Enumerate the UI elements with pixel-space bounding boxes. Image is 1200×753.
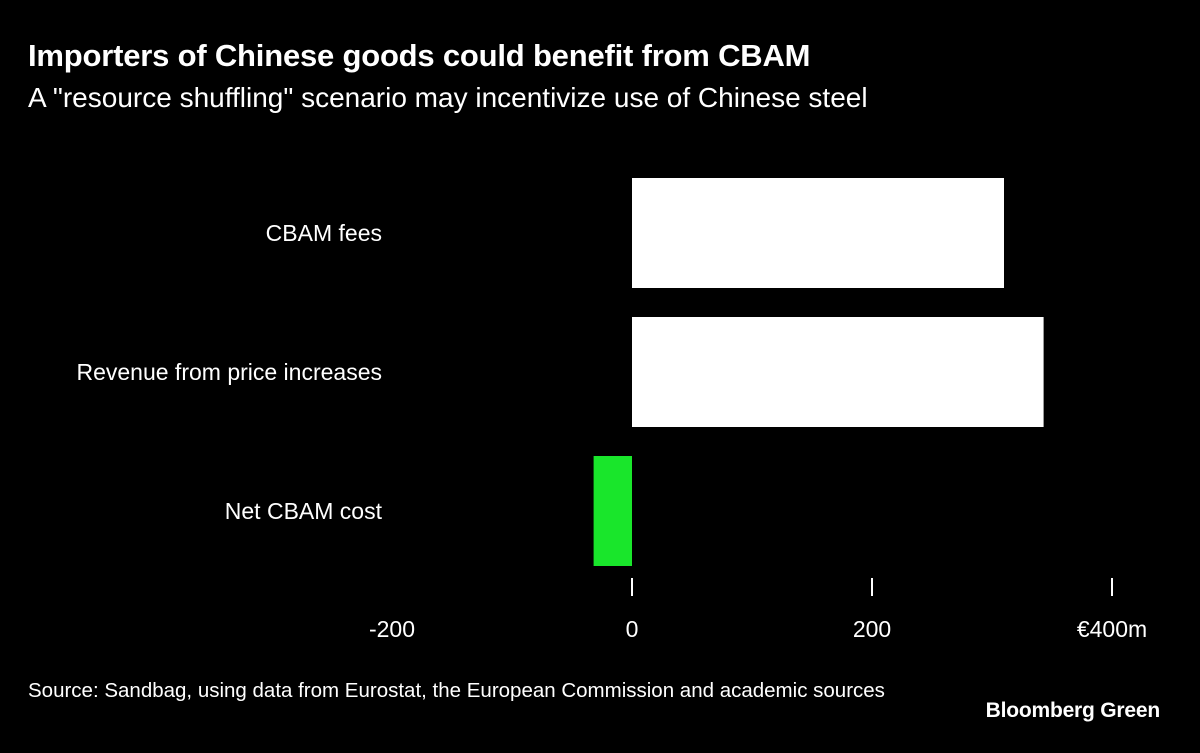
category-label: Revenue from price increases [76,359,382,385]
source-note: Source: Sandbag, using data from Eurosta… [28,679,885,702]
tick-label: 200 [853,616,891,642]
brand-logo: Bloomberg Green [985,699,1161,722]
chart-title: Importers of Chinese goods could benefit… [28,38,811,73]
bar [593,456,632,566]
chart-subtitle: A "resource shuffling" scenario may ince… [28,82,868,113]
tick-label: -200 [369,616,415,642]
tick-label: €400m [1077,616,1147,642]
category-label: Net CBAM cost [225,498,383,524]
tick-label: 0 [626,616,639,642]
bar [632,178,1004,288]
bar [632,317,1044,427]
category-label: CBAM fees [266,220,382,246]
